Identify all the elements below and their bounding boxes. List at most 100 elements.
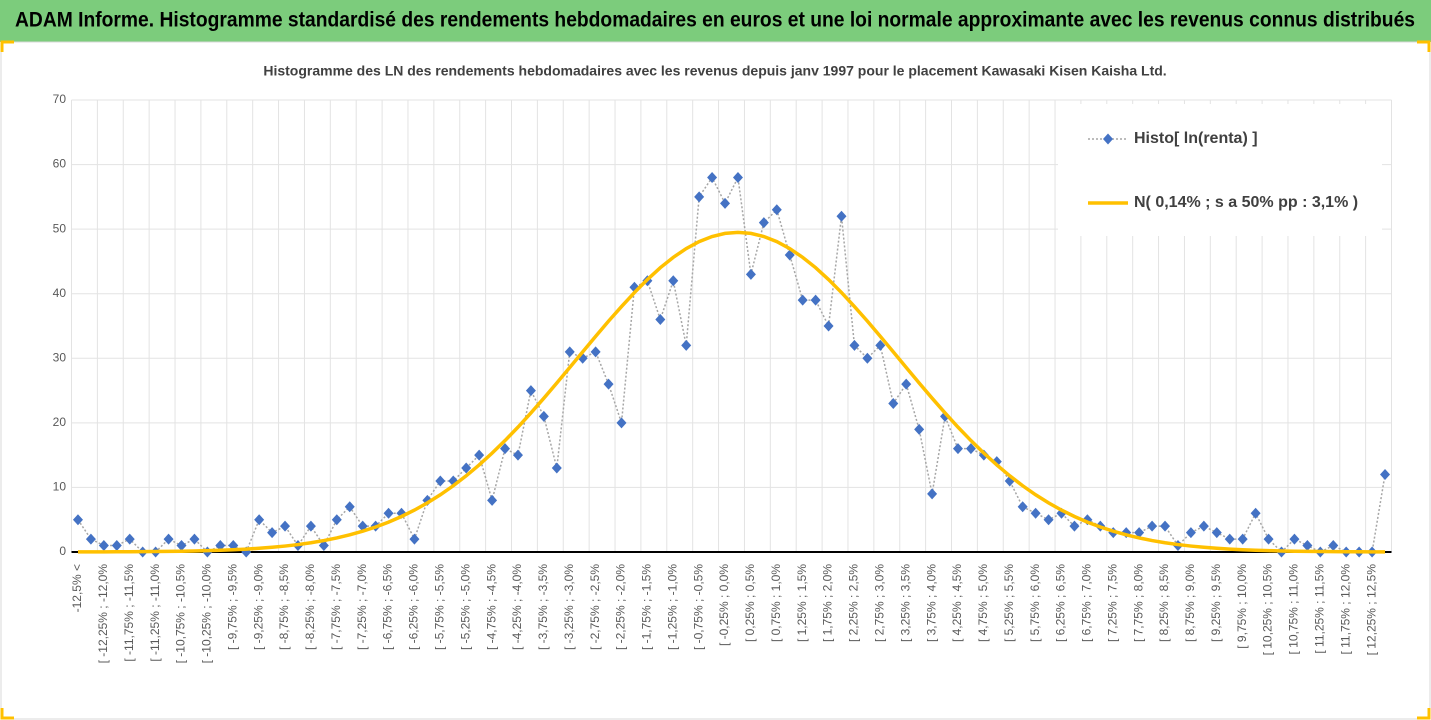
chart-title: ADAM Informe. Histogramme standardisé de… bbox=[15, 9, 1415, 32]
x-tick-label: [ 4,75% ; 5,0% bbox=[976, 564, 990, 642]
chart-border bbox=[0, 41, 1431, 720]
x-tick-label: [ 2,75% ; 3,0% bbox=[872, 564, 886, 642]
data-point bbox=[655, 314, 666, 326]
x-tick-label: [ -10,25% ; -10,0% bbox=[200, 564, 214, 664]
y-tick-label: 10 bbox=[53, 480, 67, 494]
data-point bbox=[914, 423, 925, 435]
chart-subtitle: Histogramme des LN des rendements hebdom… bbox=[263, 63, 1166, 79]
data-point bbox=[707, 171, 718, 183]
data-point bbox=[1160, 520, 1171, 532]
x-tick-label: -12,5% < bbox=[70, 564, 84, 612]
legend-marker bbox=[1103, 133, 1113, 145]
data-point bbox=[720, 197, 731, 209]
plot-area: 0 10 20 30 40 50 60 70 -12,5% < [ -12,25% ; -12,0… bbox=[53, 92, 1392, 663]
legend-label: N( 0,14% ; s a 50% pp : 3,1% ) bbox=[1134, 194, 1358, 211]
data-point bbox=[1030, 507, 1041, 519]
data-point bbox=[1147, 520, 1158, 532]
x-tick-label: [ -0,75% ; -0,5% bbox=[691, 564, 705, 650]
data-point bbox=[124, 533, 135, 545]
x-tick-label: [ 9,25% ; 9,5% bbox=[1209, 564, 1223, 642]
data-point bbox=[500, 443, 511, 455]
data-point bbox=[681, 339, 692, 351]
data-point bbox=[694, 191, 705, 203]
x-tick-label: [ 10,75% ; 11,0% bbox=[1287, 564, 1301, 655]
x-tick-label: [ -7,25% ; -7,0% bbox=[355, 564, 369, 650]
x-tick-label: [ 6,25% ; 6,5% bbox=[1054, 564, 1068, 642]
data-point bbox=[927, 488, 938, 500]
x-tick-label: [ 11,75% ; 12,0% bbox=[1338, 564, 1352, 655]
data-point bbox=[409, 533, 420, 545]
x-tick-label: [ -3,75% ; -3,5% bbox=[536, 564, 550, 650]
data-point bbox=[1289, 533, 1300, 545]
data-point bbox=[732, 171, 743, 183]
x-tick-label: [ -6,25% ; -6,0% bbox=[407, 564, 421, 650]
x-tick-label: [ 11,25% ; 11,5% bbox=[1312, 564, 1326, 654]
data-point bbox=[590, 346, 601, 358]
data-point bbox=[551, 462, 562, 474]
data-point bbox=[512, 449, 523, 461]
data-point bbox=[383, 507, 394, 519]
x-tick-label: [ -9,25% ; -9,0% bbox=[251, 564, 265, 650]
data-point bbox=[810, 294, 821, 306]
x-tick-label: [ 6,75% ; 7,0% bbox=[1080, 564, 1094, 642]
data-point bbox=[1069, 520, 1080, 532]
data-point bbox=[1302, 540, 1313, 552]
x-tick-label: [ -2,25% ; -2,0% bbox=[614, 564, 628, 650]
data-point bbox=[189, 533, 200, 545]
data-point bbox=[771, 204, 782, 216]
y-tick-label: 0 bbox=[59, 544, 66, 558]
data-point bbox=[487, 494, 498, 506]
x-tick-label: [ -5,75% ; -5,5% bbox=[432, 564, 446, 650]
y-tick-label: 60 bbox=[53, 157, 67, 171]
data-point bbox=[1380, 469, 1391, 481]
x-tick-label: [ 3,25% ; 3,5% bbox=[898, 564, 912, 642]
data-point bbox=[1198, 520, 1209, 532]
x-tick-label: [ -4,25% ; -4,0% bbox=[510, 564, 524, 650]
x-tick-label: [ -10,75% ; -10,5% bbox=[174, 564, 188, 664]
x-tick-label: [ 3,75% ; 4,0% bbox=[924, 564, 938, 642]
data-point bbox=[1134, 527, 1145, 539]
data-point bbox=[331, 514, 342, 526]
data-point bbox=[305, 520, 316, 532]
y-tick-label: 40 bbox=[53, 286, 67, 300]
x-tick-label: [ -12,25% ; -12,0% bbox=[96, 564, 110, 664]
x-tick-label: [ 8,75% ; 9,0% bbox=[1183, 564, 1197, 642]
data-point bbox=[344, 501, 355, 513]
data-point bbox=[862, 352, 873, 364]
data-point bbox=[85, 533, 96, 545]
data-point bbox=[1250, 507, 1261, 519]
normal-curve bbox=[77, 230, 1386, 554]
data-point bbox=[1017, 501, 1028, 513]
data-point bbox=[616, 417, 627, 429]
data-point bbox=[318, 540, 329, 552]
data-point bbox=[901, 378, 912, 390]
legend-label: Histo[ ln(renta) ] bbox=[1134, 130, 1258, 147]
data-point bbox=[1211, 527, 1222, 539]
data-point bbox=[888, 397, 899, 409]
corner-marks bbox=[0, 40, 1431, 720]
data-point bbox=[254, 514, 265, 526]
legend: Histo[ ln(renta) ] N( 0,14% ; s a 50% pp … bbox=[1058, 104, 1382, 236]
data-point bbox=[564, 346, 575, 358]
data-point bbox=[176, 540, 187, 552]
data-point bbox=[849, 339, 860, 351]
data-point bbox=[603, 378, 614, 390]
data-point bbox=[267, 527, 278, 539]
data-point bbox=[280, 520, 291, 532]
data-point bbox=[72, 514, 83, 526]
x-tick-label: [ 8,25% ; 8,5% bbox=[1157, 564, 1171, 642]
x-tick-label: [ -2,75% ; -2,5% bbox=[588, 564, 602, 650]
data-point bbox=[111, 540, 122, 552]
data-point bbox=[98, 540, 109, 552]
data-point bbox=[435, 475, 446, 487]
x-tick-label: [ 1,25% ; 1,5% bbox=[795, 564, 809, 642]
x-tick-label: [ 9,75% ; 10,0% bbox=[1235, 564, 1249, 649]
data-point bbox=[1224, 533, 1235, 545]
data-point bbox=[745, 268, 756, 280]
x-tick-label: [ -8,75% ; -8,5% bbox=[277, 564, 291, 650]
data-point bbox=[474, 449, 485, 461]
x-tick-label: [ -9,75% ; -9,5% bbox=[225, 564, 239, 650]
y-tick-label: 30 bbox=[53, 350, 67, 364]
data-point bbox=[1237, 533, 1248, 545]
